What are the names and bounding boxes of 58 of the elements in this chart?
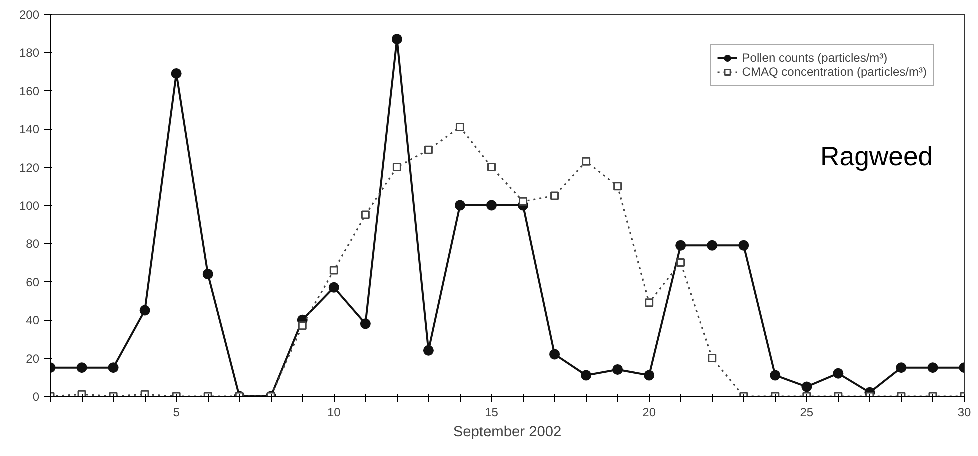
point	[582, 157, 591, 166]
point	[171, 68, 182, 79]
point	[424, 146, 433, 154]
point	[330, 266, 338, 275]
y-tick-label: 120	[19, 160, 40, 175]
point	[360, 318, 371, 330]
point	[550, 192, 560, 200]
y-tick-label: 140	[19, 122, 40, 137]
point	[770, 370, 781, 381]
x-tick-label: 20	[642, 406, 656, 420]
x-tick-label: 5	[173, 406, 180, 420]
point	[833, 368, 844, 379]
y-tick-label: 160	[19, 84, 40, 98]
point	[676, 240, 686, 251]
point	[202, 269, 214, 280]
point	[76, 362, 88, 374]
point	[676, 258, 686, 268]
y-tick-label: 60	[26, 275, 40, 290]
point	[614, 182, 622, 191]
point	[140, 305, 150, 316]
y-tick-label: 80	[26, 237, 40, 252]
legend-label: CMAQ concentration (particles/m³)	[742, 65, 927, 79]
x-tick-label: 30	[958, 406, 972, 420]
point	[487, 163, 496, 172]
x-tick-label: 15	[485, 406, 499, 420]
point	[486, 200, 497, 211]
point	[423, 345, 434, 356]
y-tick-label: 200	[19, 8, 40, 22]
point	[519, 197, 528, 206]
point	[707, 240, 718, 251]
point	[802, 382, 812, 392]
x-tick-label: 25	[800, 406, 814, 420]
y-tick-label: 180	[19, 46, 40, 60]
point	[298, 322, 307, 330]
legend-label: Pollen counts (particles/m³)	[742, 51, 888, 65]
y-tick-label: 0	[32, 390, 40, 404]
point	[896, 362, 907, 374]
annotation: Ragweed	[820, 142, 934, 172]
point	[454, 200, 466, 211]
x-tick-label: 10	[327, 406, 342, 420]
point	[708, 354, 717, 363]
point	[738, 240, 750, 251]
point	[328, 282, 340, 293]
point	[392, 34, 402, 45]
point	[108, 362, 119, 374]
point	[581, 370, 592, 381]
point	[550, 349, 560, 360]
y-tick-label: 40	[26, 314, 40, 328]
point	[456, 122, 464, 132]
point	[644, 370, 655, 381]
point	[928, 362, 938, 374]
point	[612, 364, 624, 375]
y-tick-label: 20	[26, 352, 40, 366]
point	[645, 298, 654, 308]
x-axis-title: September 2002	[453, 424, 562, 440]
point	[392, 163, 402, 172]
point	[361, 210, 370, 220]
y-tick-label: 100	[19, 199, 40, 213]
